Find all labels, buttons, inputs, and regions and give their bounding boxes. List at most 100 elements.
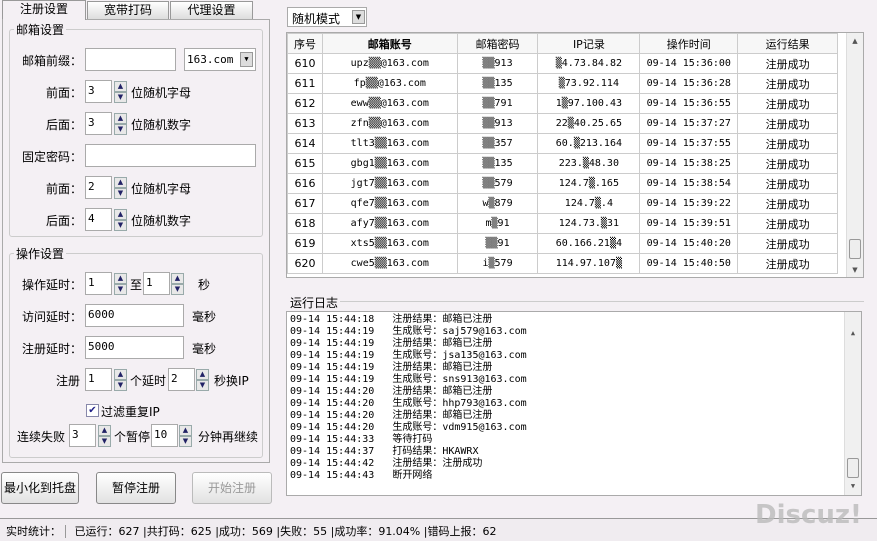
col-header-result[interactable]: 运行结果 (737, 33, 838, 54)
spin-up-icon[interactable]: ▲ (196, 369, 209, 380)
spin-down-icon[interactable]: ▼ (114, 124, 127, 135)
table-row[interactable]: 610 upz▒▒@163.com ▒▒913 ▒4.73.84.82 09-14 15… (287, 53, 838, 74)
pause-minutes-input[interactable]: 10 (151, 424, 178, 447)
spin-up-icon[interactable]: ▲ (98, 425, 111, 436)
spin-down-icon[interactable]: ▼ (114, 188, 127, 199)
back-digits-spinner[interactable]: ▲ ▼ (114, 113, 127, 135)
cell-account: fp▒▒@163.com (321, 73, 458, 94)
op-delay-from-spinner[interactable]: ▲ ▼ (114, 273, 127, 295)
table-row[interactable]: 612 eww▒▒@163.com ▒▒791 1▒97.100.43 09-14 15… (287, 93, 838, 114)
discuz-watermark: Discuz! (755, 500, 862, 530)
table-row[interactable]: 617 qfe7▒▒163.com w▒879 124.7▒.4 09-14 15:39… (287, 193, 838, 214)
tab-register-settings[interactable]: 注册设置 (2, 0, 86, 20)
spin-down-icon[interactable]: ▼ (179, 436, 192, 447)
table-row[interactable]: 616 jgt7▒▒163.com ▒▒579 124.7▒.165 09-14 15:… (287, 173, 838, 194)
spin-up-icon[interactable]: ▲ (171, 273, 184, 284)
resume-label: 分钟再继续 (198, 430, 259, 444)
spin-up-icon[interactable]: ▲ (114, 177, 127, 188)
pause-minutes-spinner[interactable]: ▲ ▼ (179, 425, 192, 447)
back-digits-input[interactable]: 3 (85, 112, 112, 135)
prefix-input[interactable] (85, 48, 176, 71)
start-register-button[interactable]: 开始注册 (192, 472, 272, 504)
fail-count-spinner[interactable]: ▲ ▼ (98, 425, 111, 447)
pwd-front-spinner[interactable]: ▲ ▼ (114, 177, 127, 199)
spin-up-icon[interactable]: ▲ (114, 81, 127, 92)
chevron-down-icon[interactable]: ▼ (352, 10, 365, 24)
pwd-back-input[interactable]: 4 (85, 208, 112, 231)
col-header-index[interactable]: 序号 (287, 33, 323, 54)
chevron-down-icon[interactable]: ▼ (240, 52, 253, 67)
reg-delay-input[interactable]: 5000 (85, 336, 184, 359)
cell-ip: 124.73.▒31 (537, 213, 641, 234)
stat-captcha: |共打码：625 (143, 525, 212, 538)
scroll-up-icon[interactable]: ▲ (850, 329, 856, 337)
visit-delay-input[interactable]: 6000 (85, 304, 184, 327)
sec-label: 秒 (198, 278, 211, 292)
op-delay-from-input[interactable]: 1 (85, 272, 112, 295)
log-scrollbar[interactable]: ▲ ▼ (844, 312, 861, 495)
scroll-thumb[interactable] (847, 458, 859, 478)
cell-index: 612 (287, 93, 323, 114)
run-log[interactable]: 09-14 15:44:18 注册结果：邮箱已注册 09-14 15:44:19 … (286, 311, 862, 496)
tab-broadband-captcha[interactable]: 宽带打码 (87, 1, 169, 19)
cell-result: 注册成功 (737, 73, 838, 94)
cell-time: 09-14 15:40:50 (639, 253, 739, 274)
front-letters-input[interactable]: 3 (85, 80, 112, 103)
cell-account: afy7▒▒163.com (321, 213, 458, 234)
reg-count-spinner[interactable]: ▲ ▼ (114, 369, 127, 391)
reg-count-input[interactable]: 1 (85, 368, 112, 391)
spin-up-icon[interactable]: ▲ (179, 425, 192, 436)
table-row[interactable]: 611 fp▒▒@163.com ▒▒135 ▒73.92.114 09-14 15:3… (287, 73, 838, 94)
spin-down-icon[interactable]: ▼ (114, 220, 127, 231)
spin-down-icon[interactable]: ▼ (114, 380, 127, 391)
tab-proxy-settings[interactable]: 代理设置 (170, 1, 253, 19)
spin-down-icon[interactable]: ▼ (114, 284, 127, 295)
spin-up-icon[interactable]: ▲ (114, 369, 127, 380)
cell-account: xts5▒▒163.com (321, 233, 458, 254)
scroll-thumb[interactable] (849, 239, 861, 259)
op-delay-to-spinner[interactable]: ▲ ▼ (171, 273, 184, 295)
spin-down-icon[interactable]: ▼ (171, 284, 184, 295)
table-row[interactable]: 614 tlt3▒▒163.com ▒▒357 60.▒213.164 09-14 15… (287, 133, 838, 154)
col-header-time[interactable]: 操作时间 (639, 33, 739, 54)
stat-success: |成功：569 (215, 525, 273, 538)
cell-index: 619 (287, 233, 323, 254)
scroll-down-icon[interactable]: ▼ (850, 482, 856, 490)
table-row[interactable]: 613 zfn▒▒@163.com ▒▒913 22▒40.25.65 09-14 15… (287, 113, 838, 134)
scroll-down-icon[interactable]: ▼ (852, 266, 858, 274)
pwd-back-spinner[interactable]: ▲ ▼ (114, 209, 127, 231)
cell-ip: 22▒40.25.65 (537, 113, 641, 134)
spin-up-icon[interactable]: ▲ (114, 209, 127, 220)
domain-select[interactable]: 163.com ▼ (184, 48, 256, 71)
minimize-to-tray-button[interactable]: 最小化到托盘 (1, 472, 79, 504)
spin-up-icon[interactable]: ▲ (114, 113, 127, 124)
mode-select[interactable]: 随机模式 ▼ (287, 7, 367, 27)
pause-register-button[interactable]: 暂停注册 (96, 472, 176, 504)
switch-ip-sec-input[interactable]: 2 (168, 368, 195, 391)
fail-count-input[interactable]: 3 (69, 424, 96, 447)
front-letters-spinner[interactable]: ▲ ▼ (114, 81, 127, 103)
op-delay-to-input[interactable]: 1 (143, 272, 170, 295)
table-scrollbar[interactable]: ▲ ▼ (846, 33, 863, 277)
spin-down-icon[interactable]: ▼ (114, 92, 127, 103)
cell-account: gbg1▒▒163.com (321, 153, 458, 174)
spin-down-icon[interactable]: ▼ (196, 380, 209, 391)
table-row[interactable]: 620 cwe5▒▒163.com i▒579 114.97.107▒ 09-14 15… (287, 253, 838, 274)
table-row[interactable]: 618 afy7▒▒163.com m▒91 124.73.▒31 09-14 15:3… (287, 213, 838, 234)
col-header-password[interactable]: 邮箱密码 (456, 33, 539, 54)
scroll-up-icon[interactable]: ▲ (852, 37, 858, 45)
col-header-ip[interactable]: IP记录 (537, 33, 641, 54)
switch-ip-spinner[interactable]: ▲ ▼ (196, 369, 209, 391)
spin-up-icon[interactable]: ▲ (114, 273, 127, 284)
table-row[interactable]: 615 gbg1▒▒163.com ▒▒135 223.▒48.30 09-14 15:… (287, 153, 838, 174)
table-row[interactable]: 619 xts5▒▒163.com ▒▒91 60.166.21▒4 09-14 15:… (287, 233, 838, 254)
col-header-account[interactable]: 邮箱账号 (321, 33, 458, 54)
filter-ip-checkbox[interactable]: ✔ (86, 404, 99, 417)
spin-down-icon[interactable]: ▼ (98, 436, 111, 447)
cell-ip: 124.7▒.165 (537, 173, 641, 194)
cell-result: 注册成功 (737, 253, 838, 274)
pwd-front-input[interactable]: 2 (85, 176, 112, 199)
cell-time: 09-14 15:36:55 (639, 93, 739, 114)
cell-index: 616 (287, 173, 323, 194)
fixed-password-input[interactable] (85, 144, 256, 167)
